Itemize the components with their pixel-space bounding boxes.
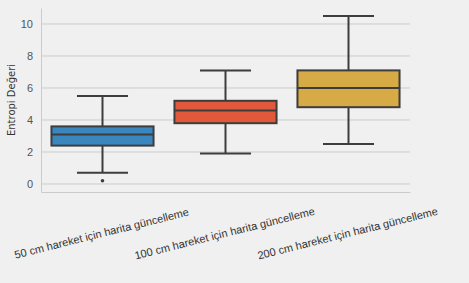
y-axis-title: Entropi Değeri xyxy=(6,64,17,136)
background xyxy=(0,0,469,283)
box xyxy=(297,70,399,107)
whisker xyxy=(225,123,227,153)
whisker-cap xyxy=(77,172,128,174)
whisker-cap xyxy=(200,153,251,155)
y-tick-label: 0 xyxy=(27,178,33,190)
whisker-cap xyxy=(323,143,374,145)
whisker xyxy=(102,96,104,126)
whisker xyxy=(348,107,350,144)
outlier xyxy=(101,179,105,183)
y-tick: 6 xyxy=(27,82,41,94)
y-axis: 0 2 4 6 8 10 xyxy=(21,9,42,193)
whisker-cap xyxy=(77,95,128,97)
y-tick: 0 xyxy=(27,178,41,190)
whisker xyxy=(348,16,350,70)
x-tick: 200 cm hareket için harita güncelleme xyxy=(256,192,439,261)
x-tick-label: 200 cm hareket için harita güncelleme xyxy=(256,205,439,261)
boxes xyxy=(51,16,399,183)
x-axis: 50 cm hareket için harita güncelleme100 … xyxy=(13,192,439,261)
box xyxy=(51,126,153,145)
grid-line xyxy=(41,184,410,185)
whisker xyxy=(102,146,104,173)
whisker xyxy=(225,70,227,100)
median xyxy=(297,87,399,89)
grid-line xyxy=(41,24,410,25)
y-tick-label: 10 xyxy=(21,18,33,30)
grid-line xyxy=(41,56,410,57)
median xyxy=(51,133,153,135)
box-group xyxy=(51,96,153,183)
box-group xyxy=(174,70,276,153)
box xyxy=(174,101,276,123)
y-tick-label: 2 xyxy=(27,146,33,158)
median xyxy=(174,109,276,111)
y-tick-label: 8 xyxy=(27,50,33,62)
y-tick-label: 4 xyxy=(27,114,33,126)
y-tick: 8 xyxy=(27,50,41,62)
box-group xyxy=(297,16,399,144)
whisker-cap xyxy=(200,69,251,71)
chart: 0 2 4 6 8 10 Entropi Değeri 50 cm hareket için … xyxy=(0,0,469,283)
y-tick: 10 xyxy=(21,18,41,30)
y-tick: 2 xyxy=(27,146,41,158)
whisker-cap xyxy=(323,15,374,17)
grid xyxy=(41,24,410,184)
y-axis-line xyxy=(41,9,42,193)
y-tick: 4 xyxy=(27,114,41,126)
y-tick-label: 6 xyxy=(27,82,33,94)
x-axis-line xyxy=(42,192,411,193)
